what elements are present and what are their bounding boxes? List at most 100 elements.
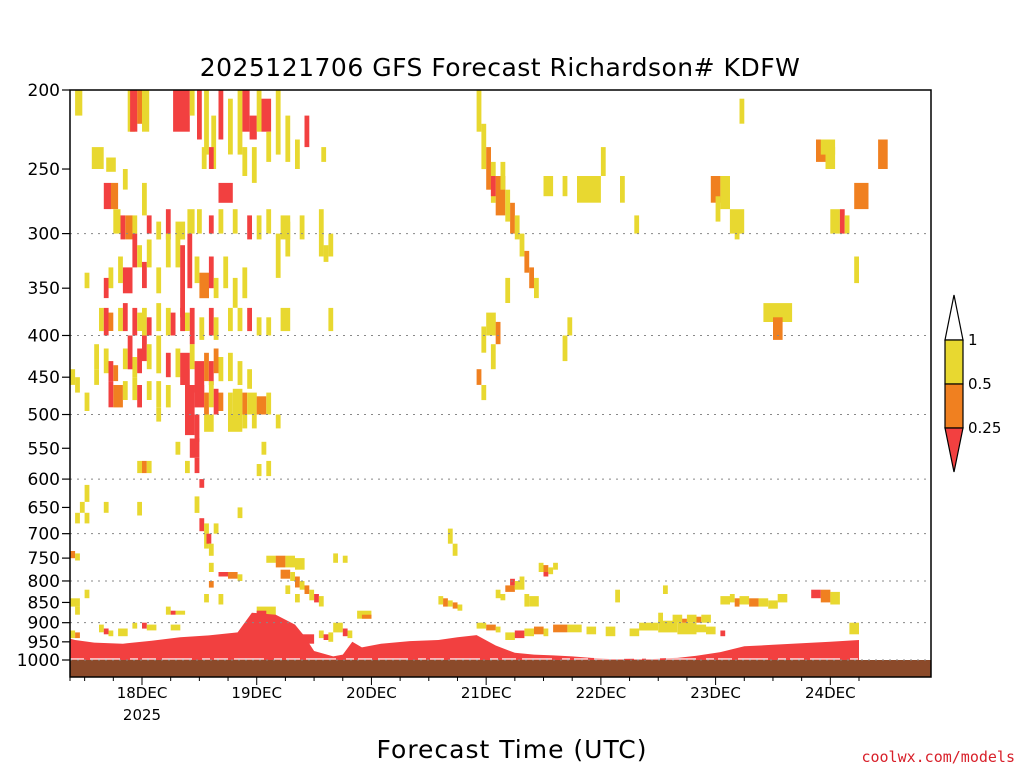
ri-patch bbox=[103, 182, 111, 210]
ri-patch bbox=[213, 388, 219, 415]
ri-patch bbox=[321, 147, 327, 162]
ri-patch bbox=[749, 598, 759, 607]
ri-patch bbox=[113, 385, 123, 408]
ri-patch bbox=[510, 578, 515, 586]
ri-patch bbox=[562, 335, 568, 362]
ri-patch bbox=[187, 209, 195, 234]
ri-patch bbox=[758, 598, 769, 607]
ri-patch bbox=[156, 221, 162, 240]
ri-patch bbox=[204, 392, 209, 415]
ri-patch bbox=[333, 622, 343, 633]
ri-patch bbox=[323, 245, 329, 262]
ri-patch bbox=[75, 553, 80, 561]
ri-patch bbox=[505, 632, 515, 640]
ri-patch bbox=[773, 317, 783, 340]
ri-patch bbox=[682, 618, 687, 623]
ri-patch bbox=[146, 239, 152, 268]
credit-link[interactable]: coolwx.com/models bbox=[861, 748, 1015, 766]
ri-patch bbox=[266, 392, 272, 415]
ri-patch bbox=[185, 414, 195, 436]
ri-patch bbox=[137, 501, 142, 516]
ri-patch bbox=[156, 267, 162, 294]
ri-patch bbox=[108, 312, 114, 331]
ri-patch bbox=[204, 523, 209, 534]
ri-patch bbox=[505, 189, 511, 222]
y-tick-label: 550 bbox=[28, 439, 60, 459]
ri-patch bbox=[165, 233, 171, 268]
ri-patch bbox=[452, 602, 458, 609]
ri-patch bbox=[342, 555, 348, 563]
ri-patch bbox=[137, 348, 142, 374]
ri-patch bbox=[218, 209, 224, 234]
ri-patch bbox=[538, 562, 544, 572]
ri-patch bbox=[534, 626, 544, 635]
ri-patch bbox=[125, 215, 133, 240]
ri-patch bbox=[113, 365, 119, 382]
ri-patch bbox=[137, 312, 142, 331]
ri-patch bbox=[103, 628, 109, 635]
ri-patch bbox=[739, 596, 750, 605]
ri-patch bbox=[165, 307, 171, 336]
ri-patch bbox=[75, 606, 80, 615]
ri-patch bbox=[285, 221, 291, 257]
ri-patch bbox=[768, 600, 778, 609]
x-tick-label: 22DEC bbox=[576, 684, 627, 702]
ri-patch bbox=[247, 215, 252, 240]
ri-patch bbox=[318, 596, 324, 607]
ri-patch bbox=[438, 596, 444, 605]
ri-patch bbox=[142, 261, 147, 289]
ri-patch bbox=[180, 352, 190, 385]
y-tick-label: 700 bbox=[28, 525, 60, 545]
ri-patch bbox=[156, 381, 162, 408]
ri-patch bbox=[228, 307, 233, 332]
ri-patch bbox=[481, 385, 487, 401]
ri-patch bbox=[328, 632, 334, 642]
ri-patch bbox=[495, 321, 501, 345]
ri-patch bbox=[237, 507, 243, 519]
ri-patch bbox=[696, 624, 707, 633]
ri-patch bbox=[323, 634, 329, 640]
ri-patch bbox=[295, 558, 305, 570]
ri-patch bbox=[285, 115, 291, 162]
ri-patch bbox=[247, 307, 252, 332]
ri-patch bbox=[185, 312, 190, 331]
ri-patch bbox=[228, 352, 233, 382]
ri-patch bbox=[132, 622, 138, 629]
ri-patch bbox=[91, 147, 104, 169]
ri-patch bbox=[720, 630, 726, 637]
ri-patch bbox=[275, 414, 281, 429]
ri-patch bbox=[106, 157, 116, 172]
colorbar: 1 0.5 0.25 bbox=[944, 294, 1001, 473]
ri-patch bbox=[175, 441, 181, 455]
ri-patch bbox=[175, 221, 186, 240]
ri-patch bbox=[567, 624, 582, 633]
ri-patch bbox=[328, 233, 334, 257]
ri-patch bbox=[629, 628, 640, 637]
ri-patch bbox=[854, 256, 859, 284]
ri-patch bbox=[223, 256, 229, 289]
ri-patch bbox=[199, 518, 205, 532]
ri-patch bbox=[701, 614, 711, 623]
ri-patch bbox=[185, 385, 195, 415]
chart-title: 2025121706 GFS Forecast Richardson# KDFW bbox=[200, 53, 801, 82]
ri-patch bbox=[256, 317, 262, 336]
ri-patch bbox=[99, 624, 104, 633]
ri-patch bbox=[261, 98, 272, 132]
ri-patch bbox=[218, 572, 229, 577]
ri-patch bbox=[208, 147, 214, 169]
ri-patch bbox=[242, 147, 248, 176]
ri-patch bbox=[70, 598, 80, 607]
ri-patch bbox=[825, 147, 836, 169]
ri-patch bbox=[218, 357, 224, 382]
ri-patch bbox=[165, 606, 171, 615]
ri-patch bbox=[120, 215, 126, 240]
ri-patch bbox=[237, 307, 243, 332]
ri-patch bbox=[142, 335, 147, 362]
ri-patch bbox=[208, 381, 214, 408]
ri-patch bbox=[447, 528, 453, 544]
ri-patch bbox=[228, 572, 238, 579]
ri-patch bbox=[118, 628, 128, 637]
ri-patch bbox=[543, 565, 549, 572]
ri-patch bbox=[79, 501, 85, 513]
